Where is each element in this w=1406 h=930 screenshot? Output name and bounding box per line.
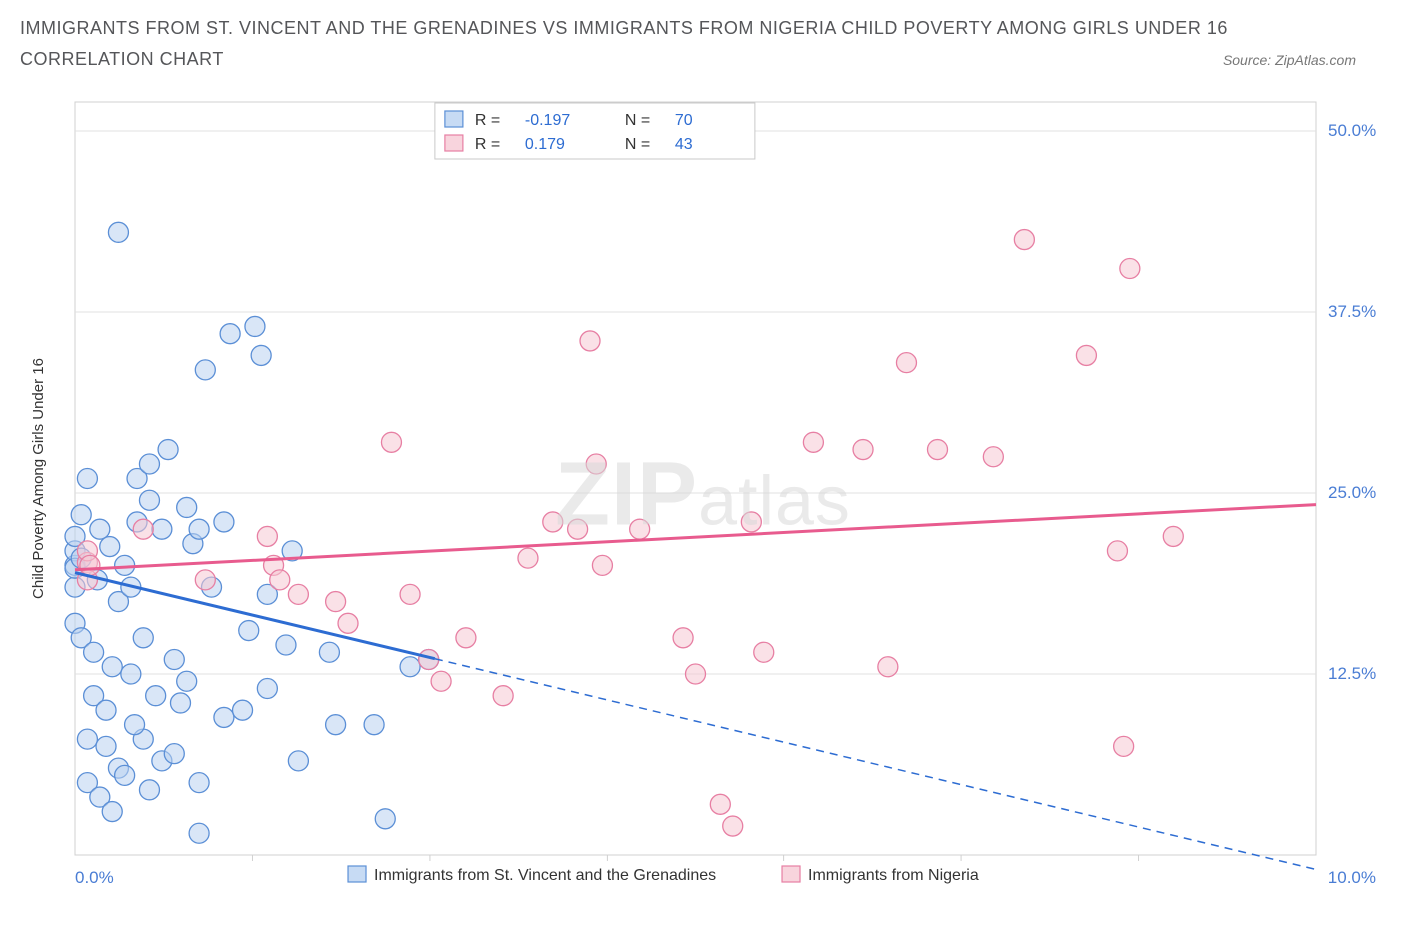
svg-text:Immigrants from St. Vincent an: Immigrants from St. Vincent and the Gren…	[374, 867, 716, 884]
source-name: ZipAtlas.com	[1275, 52, 1356, 68]
subtitle-row: CORRELATION CHART Source: ZipAtlas.com	[20, 49, 1386, 70]
svg-text:N =: N =	[625, 136, 650, 153]
svg-text:37.5%: 37.5%	[1328, 302, 1376, 321]
chart-container: 12.5% 25.0% 37.5% 50.0% 0.0% 10.0% Child Pover…	[20, 90, 1386, 910]
svg-text:N =: N =	[625, 112, 650, 129]
source-prefix: Source:	[1223, 52, 1275, 68]
svg-text:43: 43	[675, 136, 693, 153]
chart-title-sub: CORRELATION CHART	[20, 49, 224, 70]
svg-text:0.179: 0.179	[525, 136, 565, 153]
svg-text:25.0%: 25.0%	[1328, 483, 1376, 502]
title-area: IMMIGRANTS FROM ST. VINCENT AND THE GREN…	[0, 0, 1406, 70]
svg-text:10.0%: 10.0%	[1328, 868, 1376, 887]
chart-title-main: IMMIGRANTS FROM ST. VINCENT AND THE GREN…	[20, 18, 1386, 39]
svg-text:12.5%: 12.5%	[1328, 664, 1376, 683]
svg-text:0.0%: 0.0%	[75, 868, 114, 887]
svg-text:R =: R =	[475, 112, 500, 129]
svg-text:50.0%: 50.0%	[1328, 121, 1376, 140]
svg-text:Child Poverty Among Girls Unde: Child Poverty Among Girls Under 16	[30, 358, 47, 599]
correlation-scatter-chart: 12.5% 25.0% 37.5% 50.0% 0.0% 10.0% Child Pover…	[20, 90, 1386, 910]
svg-text:R =: R =	[475, 136, 500, 153]
svg-text:Immigrants from Nigeria: Immigrants from Nigeria	[808, 867, 979, 884]
svg-text:70: 70	[675, 112, 693, 129]
source-citation: Source: ZipAtlas.com	[1223, 52, 1356, 68]
svg-text:-0.197: -0.197	[525, 112, 570, 129]
